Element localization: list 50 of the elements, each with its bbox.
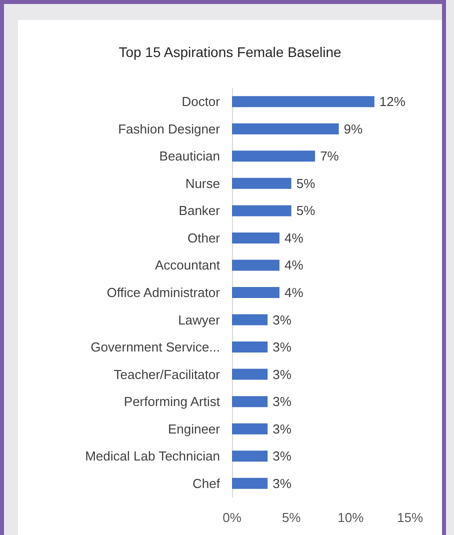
bar [232, 150, 316, 162]
data-label: 3% [272, 340, 292, 355]
bar [232, 368, 268, 380]
x-tick-label: 5% [282, 510, 302, 525]
y-tick-label: Medical Lab Technician [85, 448, 220, 464]
x-tick-label: 15% [396, 510, 424, 525]
bar [232, 178, 292, 189]
data-label: 7% [320, 148, 340, 164]
bar [232, 287, 280, 298]
y-tick-label: Lawyer [178, 312, 221, 328]
data-label: 3% [272, 448, 292, 464]
data-label: 5% [296, 176, 316, 191]
y-tick-label: Performing Artist [124, 394, 220, 410]
y-tick-label: Nurse [185, 176, 220, 191]
x-tick-label: 0% [222, 510, 242, 525]
bar [232, 450, 268, 462]
data-label: 4% [284, 258, 304, 273]
y-tick-label: Office Administrator [106, 285, 221, 300]
y-tick-label: Banker [178, 203, 221, 218]
bar [232, 96, 374, 108]
y-tick-label: Accountant [154, 258, 220, 273]
chart-title: Top 15 Aspirations Female Baseline [118, 44, 342, 60]
y-tick-label: Beautician [159, 148, 220, 164]
y-tick-label: Engineer [168, 421, 221, 436]
y-tick-label: Teacher/Facilitator [114, 366, 221, 382]
bar [232, 232, 280, 244]
bar [232, 123, 339, 134]
bar [232, 342, 268, 353]
bar [232, 423, 268, 434]
data-label: 3% [272, 394, 292, 410]
data-label: 5% [296, 203, 316, 218]
data-label: 3% [272, 312, 292, 328]
data-label: 3% [272, 421, 292, 436]
y-tick-label: Other [187, 230, 221, 246]
bar [232, 260, 280, 271]
bar [232, 396, 268, 408]
y-tick-label: Fashion Designer [118, 121, 221, 136]
data-label: 9% [344, 121, 364, 136]
y-tick-label: Chef [192, 476, 220, 491]
data-label: 4% [284, 285, 304, 300]
x-tick-label: 10% [338, 510, 364, 525]
data-label: 12% [379, 94, 406, 110]
y-tick-label: Doctor [182, 94, 221, 110]
data-label: 3% [272, 476, 292, 491]
bar [232, 205, 292, 216]
bar [232, 314, 268, 326]
data-label: 4% [284, 230, 304, 246]
y-tick-label: Government Service... [90, 340, 220, 355]
data-label: 3% [272, 366, 292, 382]
bar [232, 478, 268, 489]
